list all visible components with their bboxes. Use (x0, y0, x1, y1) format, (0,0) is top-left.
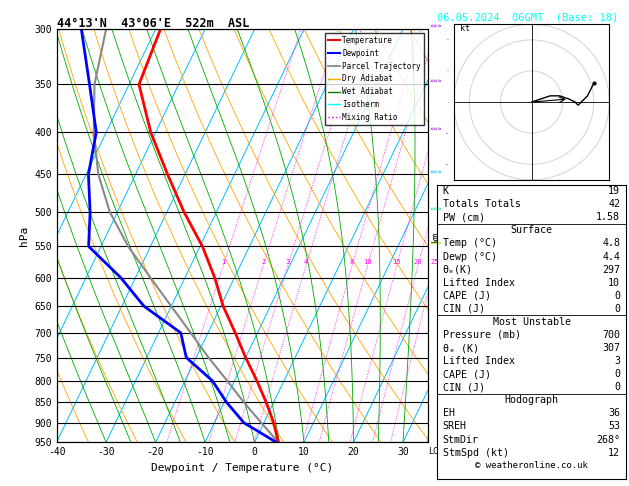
Text: 0: 0 (614, 369, 620, 379)
Text: 15: 15 (392, 260, 401, 265)
Text: 3: 3 (614, 356, 620, 366)
Text: Hodograph: Hodograph (504, 395, 559, 405)
Text: EH: EH (443, 408, 455, 418)
Text: 4: 4 (304, 260, 308, 265)
Text: LCL: LCL (428, 447, 443, 456)
Text: CAPE (J): CAPE (J) (443, 291, 491, 301)
Text: K: K (443, 186, 449, 196)
Text: 3: 3 (286, 260, 290, 265)
Text: »»»: »»» (430, 24, 442, 30)
Text: CIN (J): CIN (J) (443, 304, 485, 314)
Legend: Temperature, Dewpoint, Parcel Trajectory, Dry Adiabat, Wet Adiabat, Isotherm, Mi: Temperature, Dewpoint, Parcel Trajectory… (325, 33, 424, 125)
Text: 10: 10 (608, 278, 620, 288)
Text: 700: 700 (602, 330, 620, 340)
Text: PW (cm): PW (cm) (443, 212, 485, 223)
Text: θₑ(K): θₑ(K) (443, 264, 473, 275)
Text: »»»: »»» (430, 127, 442, 133)
Text: 44°13'N  43°06'E  522m  ASL: 44°13'N 43°06'E 522m ASL (57, 17, 249, 30)
Text: 36: 36 (608, 408, 620, 418)
Text: θₑ (K): θₑ (K) (443, 343, 479, 353)
Text: 4.8: 4.8 (602, 239, 620, 248)
Text: Lifted Index: Lifted Index (443, 278, 515, 288)
Text: 06.05.2024  06GMT  (Base: 18): 06.05.2024 06GMT (Base: 18) (437, 12, 618, 22)
Text: SREH: SREH (443, 421, 467, 432)
Text: 0: 0 (614, 382, 620, 392)
Text: 12: 12 (608, 448, 620, 458)
Text: CIN (J): CIN (J) (443, 382, 485, 392)
Text: 10: 10 (364, 260, 372, 265)
Text: 297: 297 (602, 264, 620, 275)
Text: 8: 8 (350, 260, 354, 265)
Text: »»»: »»» (430, 241, 442, 247)
Text: »»»: »»» (430, 207, 442, 213)
Text: 307: 307 (602, 343, 620, 353)
Text: Lifted Index: Lifted Index (443, 356, 515, 366)
Text: CAPE (J): CAPE (J) (443, 369, 491, 379)
X-axis label: Dewpoint / Temperature (°C): Dewpoint / Temperature (°C) (151, 463, 333, 473)
Text: 20: 20 (414, 260, 422, 265)
Text: Totals Totals: Totals Totals (443, 199, 521, 209)
Text: 1.58: 1.58 (596, 212, 620, 223)
Text: Most Unstable: Most Unstable (493, 317, 571, 327)
Text: 42: 42 (608, 199, 620, 209)
Y-axis label: hPa: hPa (19, 226, 28, 246)
Text: Temp (°C): Temp (°C) (443, 239, 497, 248)
Text: 268°: 268° (596, 434, 620, 445)
Text: 2: 2 (261, 260, 265, 265)
Text: 1: 1 (221, 260, 225, 265)
Y-axis label: km
ASL: km ASL (430, 227, 452, 244)
Text: 19: 19 (608, 186, 620, 196)
Text: 0: 0 (614, 291, 620, 301)
Text: 4.4: 4.4 (602, 252, 620, 261)
Text: © weatheronline.co.uk: © weatheronline.co.uk (475, 461, 588, 470)
Text: 0: 0 (614, 304, 620, 314)
Text: »»»: »»» (430, 169, 442, 175)
Text: StmSpd (kt): StmSpd (kt) (443, 448, 509, 458)
Text: Surface: Surface (511, 226, 552, 235)
Text: »»»: »»» (430, 79, 442, 85)
Text: 25: 25 (431, 260, 439, 265)
Text: 53: 53 (608, 421, 620, 432)
Text: Pressure (mb): Pressure (mb) (443, 330, 521, 340)
Text: StmDir: StmDir (443, 434, 479, 445)
Text: Dewp (°C): Dewp (°C) (443, 252, 497, 261)
Text: kt: kt (460, 23, 470, 33)
